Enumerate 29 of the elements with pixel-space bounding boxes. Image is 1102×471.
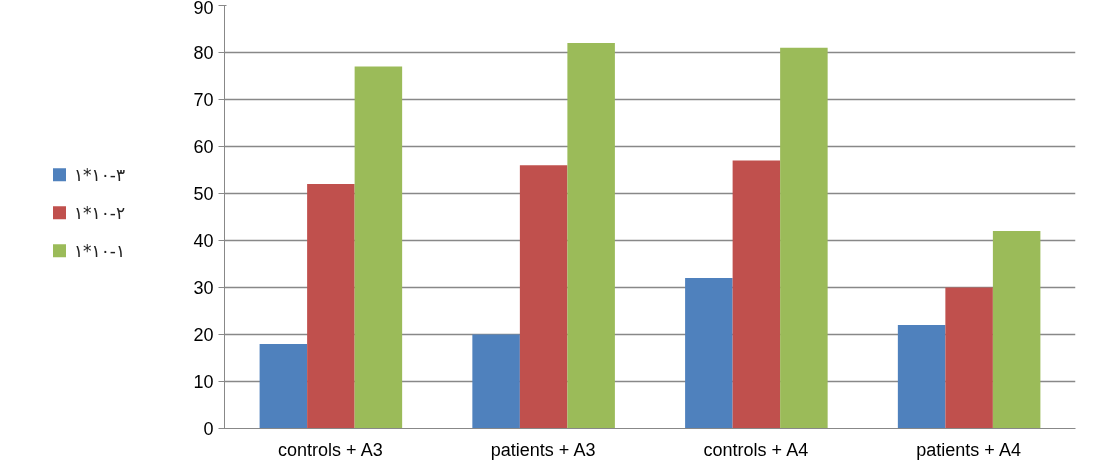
bar [992, 231, 1041, 429]
bar [732, 160, 781, 429]
y-tick-label: 70 [193, 90, 214, 110]
legend-label: ١*١٠-٢ [73, 202, 126, 223]
bar [354, 66, 403, 429]
y-tick-label: 40 [193, 231, 214, 251]
y-tick-label: 50 [193, 184, 214, 204]
bar [780, 47, 828, 429]
x-tick-label: controls + A4 [703, 439, 809, 460]
bar [472, 334, 520, 429]
bar [897, 325, 946, 429]
bar [945, 287, 993, 429]
y-tick-label: 80 [193, 43, 214, 63]
y-tick-label: 0 [203, 419, 214, 439]
x-tick-label: controls + A3 [278, 439, 383, 460]
y-tick-label: 10 [193, 372, 214, 392]
bar [519, 165, 568, 429]
bar [259, 343, 308, 429]
y-tick-label: 90 [193, 0, 214, 18]
bar [567, 43, 615, 429]
bar [307, 184, 355, 429]
x-tick-label: patients + A3 [490, 439, 596, 460]
y-tick-label: 20 [193, 325, 214, 345]
y-tick-label: 60 [193, 137, 214, 157]
x-tick-label: patients + A4 [916, 439, 1021, 460]
bar [685, 278, 733, 429]
y-tick-label: 30 [193, 278, 214, 298]
legend-label: ١*١٠-٣ [73, 164, 126, 185]
legend-label: ١*١٠-١ [73, 240, 126, 261]
